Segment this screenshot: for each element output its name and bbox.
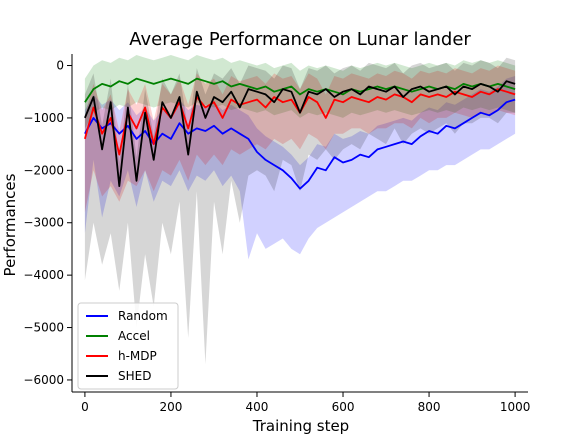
x-tick-label: 200 (159, 400, 182, 414)
chart-title: Average Performance on Lunar lander (129, 29, 471, 50)
x-tick-label: 600 (332, 400, 355, 414)
legend-label-random: Random (118, 309, 168, 323)
x-tick-label: 400 (246, 400, 269, 414)
x-tick-label: 0 (81, 400, 89, 414)
band-accel (84, 55, 516, 129)
x-tick-label: 800 (418, 400, 441, 414)
series-line-shed (84, 80, 516, 188)
legend-box (77, 302, 179, 390)
y-tick-label: −6000 (23, 373, 64, 387)
y-tick-label: −1000 (23, 111, 64, 125)
x-tick-label: 1000 (500, 400, 531, 414)
y-tick-label: 0 (56, 59, 64, 73)
series-lines (84, 77, 516, 190)
y-tick-label: −5000 (23, 321, 64, 335)
legend-label-h-mdp: h-MDP (118, 349, 157, 363)
y-tick-label: −3000 (23, 216, 64, 230)
x-axis-label: Training step (252, 417, 349, 435)
axes: 0 200 400 600 800 1000 0 −1000 −2000 −3000 −4000 −5… (23, 54, 530, 414)
band-shed (84, 57, 516, 365)
y-tick-label: −2000 (23, 163, 64, 177)
legend-label-accel: Accel (118, 329, 150, 343)
y-axis-label: Performances (1, 173, 19, 276)
y-tick-label: −4000 (23, 268, 64, 282)
legend-label-shed: SHED (118, 369, 151, 383)
band-h-mdp (84, 65, 516, 213)
legend: Random Accel h-MDP SHED (77, 302, 179, 390)
